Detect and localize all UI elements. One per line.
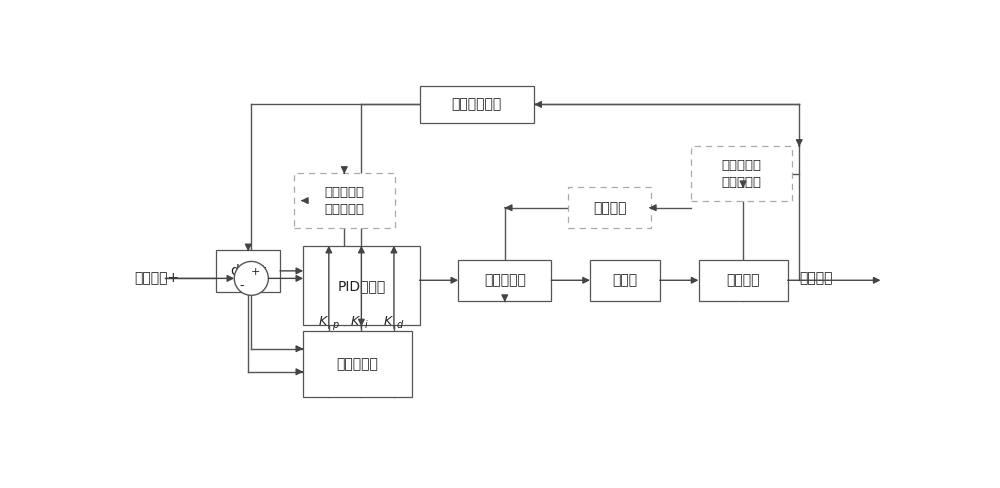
FancyBboxPatch shape — [568, 187, 651, 228]
Text: K: K — [318, 315, 326, 327]
Text: 驱动器: 驱动器 — [612, 273, 637, 287]
Text: 模糊控制器: 模糊控制器 — [337, 357, 378, 371]
FancyBboxPatch shape — [458, 260, 551, 301]
FancyBboxPatch shape — [691, 146, 792, 202]
Text: 超声波传感器: 超声波传感器 — [452, 98, 502, 111]
Text: -: - — [240, 279, 244, 292]
Text: 实际距离: 实际距离 — [799, 271, 833, 285]
FancyBboxPatch shape — [420, 85, 534, 123]
Text: 速度调节器: 速度调节器 — [484, 273, 526, 287]
Text: p: p — [332, 320, 338, 330]
Text: 测速模块: 测速模块 — [593, 201, 627, 215]
Text: i: i — [364, 320, 367, 330]
FancyBboxPatch shape — [294, 173, 395, 228]
Text: +: + — [251, 266, 260, 277]
FancyBboxPatch shape — [698, 260, 788, 301]
Text: 超声波传感
器输出特性: 超声波传感 器输出特性 — [324, 185, 364, 216]
FancyBboxPatch shape — [303, 331, 412, 397]
Text: PID控制器: PID控制器 — [337, 279, 386, 293]
Text: de/dt: de/dt — [230, 264, 266, 278]
Text: 执行机构: 执行机构 — [726, 273, 760, 287]
Text: 设定距离+: 设定距离+ — [134, 271, 179, 285]
Ellipse shape — [234, 262, 268, 295]
Text: K: K — [351, 315, 359, 327]
Text: d: d — [397, 320, 403, 330]
FancyBboxPatch shape — [216, 250, 280, 291]
FancyBboxPatch shape — [590, 260, 660, 301]
Text: K: K — [383, 315, 392, 327]
FancyBboxPatch shape — [303, 246, 420, 325]
Text: 超声波传感
器输出特性: 超声波传感 器输出特性 — [721, 159, 761, 188]
